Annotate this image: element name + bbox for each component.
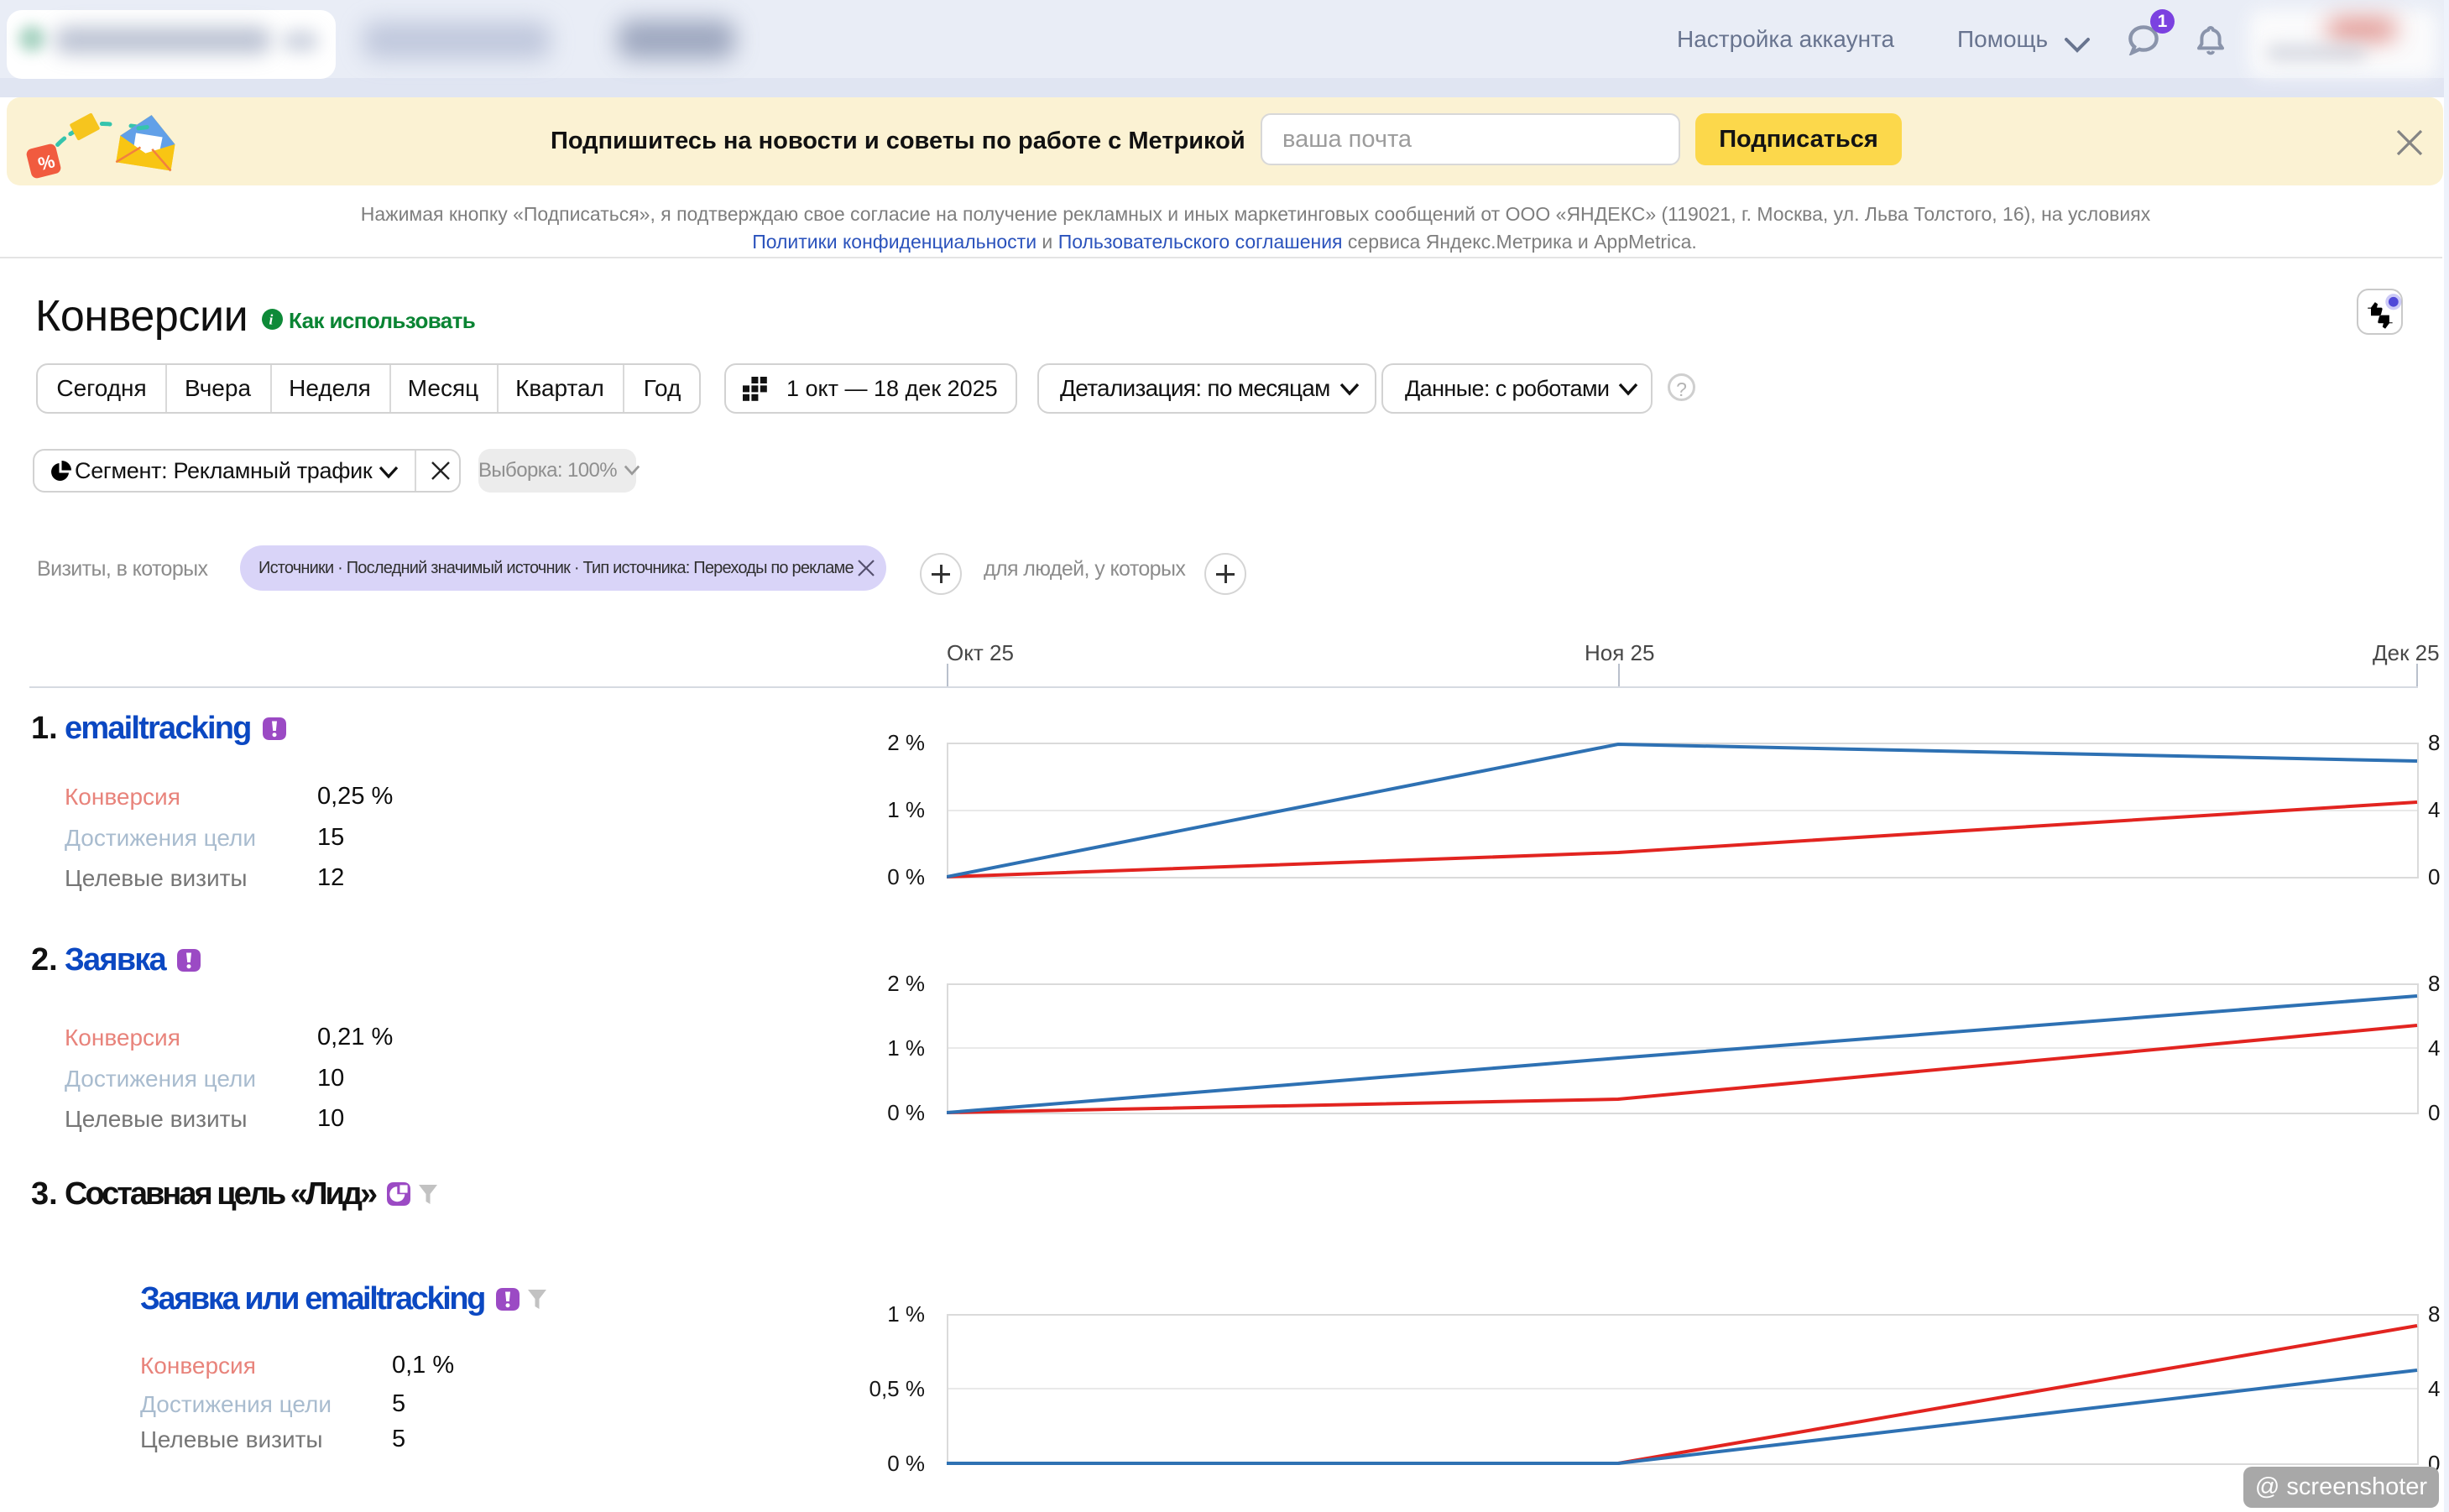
svg-text:i: i <box>269 311 273 327</box>
